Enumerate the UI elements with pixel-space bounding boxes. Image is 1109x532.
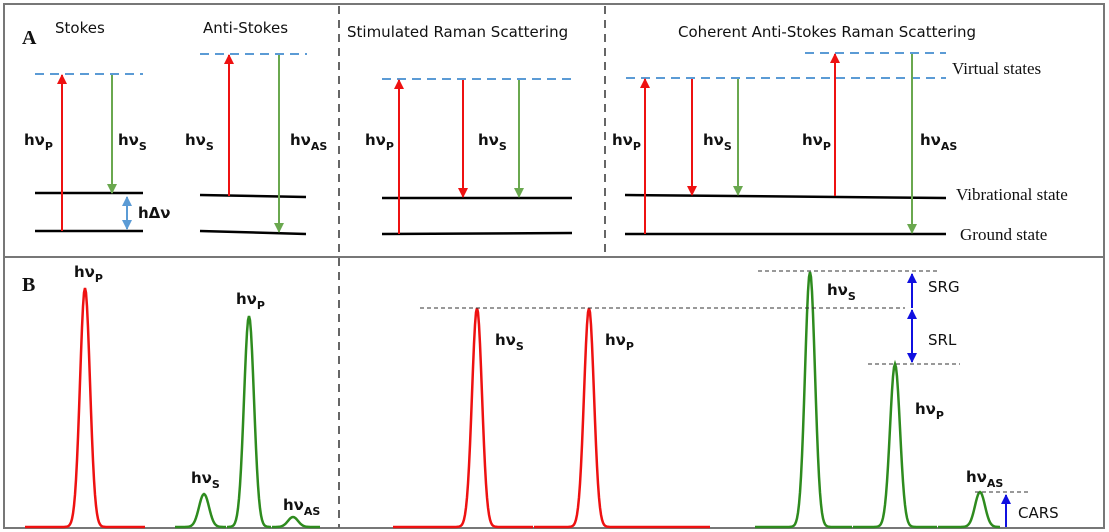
level-label: Virtual states [952, 59, 1041, 78]
spectrum-peak [227, 315, 271, 529]
section-title: Anti-Stokes [203, 19, 288, 37]
label-main: hν [24, 131, 45, 149]
annotation: SRL [928, 331, 957, 349]
section-title: Stokes [55, 19, 105, 37]
label-sub: AS [987, 477, 1004, 490]
label: hνP [802, 131, 831, 153]
label-main: hν [191, 469, 212, 487]
label-main: hν [495, 331, 516, 349]
label-main: hν [920, 131, 941, 149]
label-main: hΔν [138, 204, 171, 222]
label-main: hν [283, 496, 304, 514]
label-sub: P [936, 409, 944, 422]
label-main: hν [236, 290, 257, 308]
label-main: hν [365, 131, 386, 149]
label: hνS [827, 281, 856, 303]
label-main: hν [802, 131, 823, 149]
label: hνP [74, 263, 103, 285]
label: hνS [703, 131, 732, 153]
label-sub: AS [941, 140, 958, 153]
energy-level [199, 193, 307, 199]
label-sub: P [95, 272, 103, 285]
energy-level [199, 229, 307, 236]
label: hνP [612, 131, 641, 153]
frame [3, 3, 1105, 529]
level-label: Vibrational state [956, 185, 1068, 204]
spectrum-peak [853, 359, 937, 529]
label-sub: S [848, 290, 856, 303]
label-main: hν [915, 400, 936, 418]
annotation: SRG [928, 278, 960, 296]
label-main: hν [118, 131, 139, 149]
spectrum-peak [938, 490, 1000, 529]
label-sub: S [499, 140, 507, 153]
spectrum-peak [175, 492, 226, 529]
label-sub: P [633, 140, 641, 153]
label-sub: P [257, 299, 265, 312]
label-main: hν [478, 131, 499, 149]
spectrum-peak [393, 307, 533, 529]
label-sub: S [212, 478, 220, 491]
label-main: hν [966, 468, 987, 486]
label: hΔν [138, 204, 171, 222]
label-main: hν [612, 131, 633, 149]
label-sub: S [724, 140, 732, 153]
label: hνS [118, 131, 147, 153]
label: hνAS [966, 468, 1003, 490]
label-main: hν [185, 131, 206, 149]
section-title: Coherent Anti-Stokes Raman Scattering [678, 23, 976, 41]
spectrum-peak [25, 287, 145, 529]
label-sub: S [139, 140, 147, 153]
energy-level [624, 193, 947, 200]
label-sub: AS [304, 505, 321, 518]
label-sub: P [626, 340, 634, 353]
level-label: Ground state [960, 225, 1047, 244]
label: hνS [185, 131, 214, 153]
section-title: Stimulated Raman Scattering [347, 23, 568, 41]
label: hνP [24, 131, 53, 153]
label-main: hν [703, 131, 724, 149]
panel-label: A [22, 27, 37, 49]
label-sub: P [45, 140, 53, 153]
label-sub: AS [311, 140, 328, 153]
label-sub: S [516, 340, 524, 353]
panel-label: B [22, 274, 35, 296]
label: hνP [605, 331, 634, 353]
label: hνAS [283, 496, 320, 518]
label-main: hν [74, 263, 95, 281]
label-main: hν [827, 281, 848, 299]
label-sub: P [823, 140, 831, 153]
label: hνAS [290, 131, 327, 153]
label: hνP [365, 131, 394, 153]
label-main: hν [605, 331, 626, 349]
label: hνS [191, 469, 220, 491]
spectrum-peak [755, 271, 852, 529]
label-sub: P [386, 140, 394, 153]
spectrum-peak [272, 515, 320, 529]
spectrum-peak [534, 307, 710, 529]
label: hνS [478, 131, 507, 153]
label: hνS [495, 331, 524, 353]
label: hνAS [920, 131, 957, 153]
annotation: CARS [1018, 504, 1059, 522]
label-main: hν [290, 131, 311, 149]
label-sub: S [206, 140, 214, 153]
label: hνP [236, 290, 265, 312]
energy-level [381, 231, 573, 236]
label: hνP [915, 400, 944, 422]
